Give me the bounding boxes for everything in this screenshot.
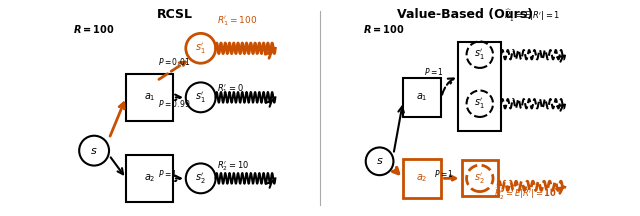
Text: $\bfit{R} = \mathbf{100}$: $\bfit{R} = \mathbf{100}$ bbox=[73, 23, 114, 35]
Bar bbox=[126, 155, 173, 202]
Text: $P = 1$: $P = 1$ bbox=[424, 66, 444, 77]
Bar bbox=[403, 159, 442, 198]
Text: $R_1' = 100$: $R_1' = 100$ bbox=[217, 15, 257, 28]
Text: $P = 1$: $P = 1$ bbox=[434, 168, 454, 179]
Text: RCSL: RCSL bbox=[157, 8, 193, 21]
Text: $P = 0.01$: $P = 0.01$ bbox=[158, 56, 190, 67]
Text: $s_2'$: $s_2'$ bbox=[195, 171, 206, 186]
Text: $R_1' = 0$: $R_1' = 0$ bbox=[217, 82, 243, 96]
Text: $R_2' = 10$: $R_2' = 10$ bbox=[217, 160, 249, 173]
Bar bbox=[458, 42, 501, 132]
Bar bbox=[126, 74, 173, 121]
Bar bbox=[461, 160, 498, 197]
Text: $s$: $s$ bbox=[376, 156, 383, 166]
Text: $a_2$: $a_2$ bbox=[144, 172, 156, 184]
Text: $s_2'$: $s_2'$ bbox=[474, 171, 485, 186]
Text: $s_1'$: $s_1'$ bbox=[474, 47, 485, 62]
Text: $P = 0.99$: $P = 0.99$ bbox=[158, 98, 191, 109]
Text: $\widehat{R}_2' = E|R'| = \mathbf{10}$: $\widehat{R}_2' = E|R'| = \mathbf{10}$ bbox=[493, 186, 557, 202]
Bar bbox=[403, 78, 442, 116]
Text: $a_1$: $a_1$ bbox=[417, 91, 428, 103]
Text: $a_2$: $a_2$ bbox=[417, 172, 428, 184]
Text: $a_1$: $a_1$ bbox=[144, 91, 156, 103]
Text: $s$: $s$ bbox=[90, 146, 98, 156]
Text: $s_1'$: $s_1'$ bbox=[195, 41, 206, 56]
Text: $\bfit{R} = \mathbf{100}$: $\bfit{R} = \mathbf{100}$ bbox=[362, 23, 404, 35]
Text: $s_1'$: $s_1'$ bbox=[195, 90, 206, 105]
Text: Value-Based (Ours): Value-Based (Ours) bbox=[397, 8, 533, 21]
Text: $P = 1$: $P = 1$ bbox=[158, 168, 178, 179]
Text: $\widehat{R}_1' = E|R'| = 1$: $\widehat{R}_1' = E|R'| = 1$ bbox=[504, 8, 561, 24]
Text: $s_1'$: $s_1'$ bbox=[474, 96, 485, 111]
